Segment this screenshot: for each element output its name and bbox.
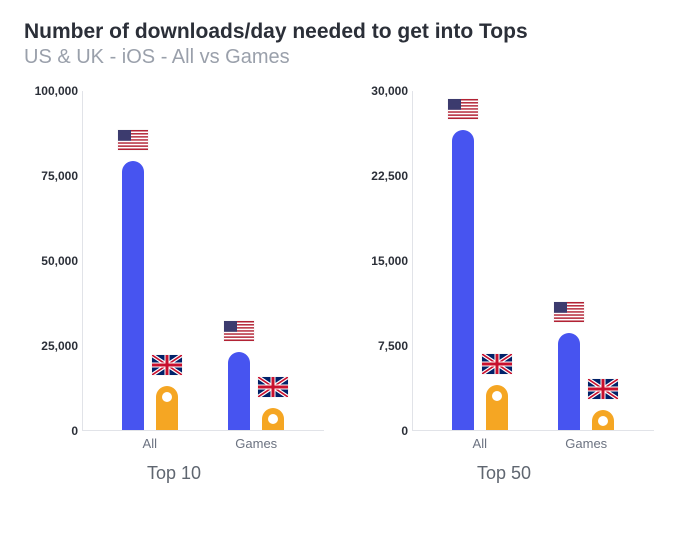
y-axis: [82, 91, 83, 431]
chart-title: Number of downloads/day needed to get in…: [24, 20, 654, 44]
y-tick-label: 15,000: [354, 254, 408, 268]
bar-us: [452, 130, 474, 430]
uk-flag-icon: [152, 355, 182, 375]
bar-us: [228, 352, 250, 430]
x-axis: [82, 430, 324, 431]
x-tick-label: Games: [235, 436, 277, 451]
y-axis: [412, 91, 413, 431]
bar-marker-hole: [268, 414, 278, 424]
y-tick-label: 75,000: [24, 169, 78, 183]
x-tick-label: All: [473, 436, 487, 451]
uk-flag-icon: [258, 377, 288, 397]
us-flag-icon: [224, 321, 254, 341]
bar-marker-hole: [598, 416, 608, 426]
bar-us: [558, 333, 580, 430]
bar-marker-hole: [492, 391, 502, 401]
y-tick-label: 7,500: [354, 339, 408, 353]
chart-panels: 025,00050,00075,000100,000All Games Top …: [24, 91, 654, 484]
chart-panel: 07,50015,00022,50030,000All Games Top 50: [354, 91, 654, 484]
plot-area: 025,00050,00075,000100,000All Games: [24, 91, 324, 451]
x-tick-label: Games: [565, 436, 607, 451]
us-flag-icon: [554, 302, 584, 322]
panel-label: Top 50: [354, 463, 654, 484]
chart-panel: 025,00050,00075,000100,000All Games Top …: [24, 91, 324, 484]
us-flag-icon: [448, 99, 478, 119]
y-tick-label: 0: [354, 424, 408, 438]
bar-uk: [156, 386, 178, 430]
panel-label: Top 10: [24, 463, 324, 484]
y-tick-label: 22,500: [354, 169, 408, 183]
y-tick-label: 25,000: [24, 339, 78, 353]
x-axis: [412, 430, 654, 431]
bar-us: [122, 161, 144, 430]
y-tick-label: 30,000: [354, 84, 408, 98]
us-flag-icon: [118, 130, 148, 150]
uk-flag-icon: [588, 379, 618, 399]
y-tick-label: 0: [24, 424, 78, 438]
y-tick-label: 100,000: [24, 84, 78, 98]
chart-subtitle: US & UK - iOS - All vs Games: [24, 46, 654, 69]
uk-flag-icon: [482, 354, 512, 374]
bar-uk: [486, 385, 508, 430]
y-tick-label: 50,000: [24, 254, 78, 268]
bar-marker-hole: [162, 392, 172, 402]
x-tick-label: All: [143, 436, 157, 451]
bar-uk: [262, 408, 284, 430]
bar-uk: [592, 410, 614, 430]
plot-area: 07,50015,00022,50030,000All Games: [354, 91, 654, 451]
